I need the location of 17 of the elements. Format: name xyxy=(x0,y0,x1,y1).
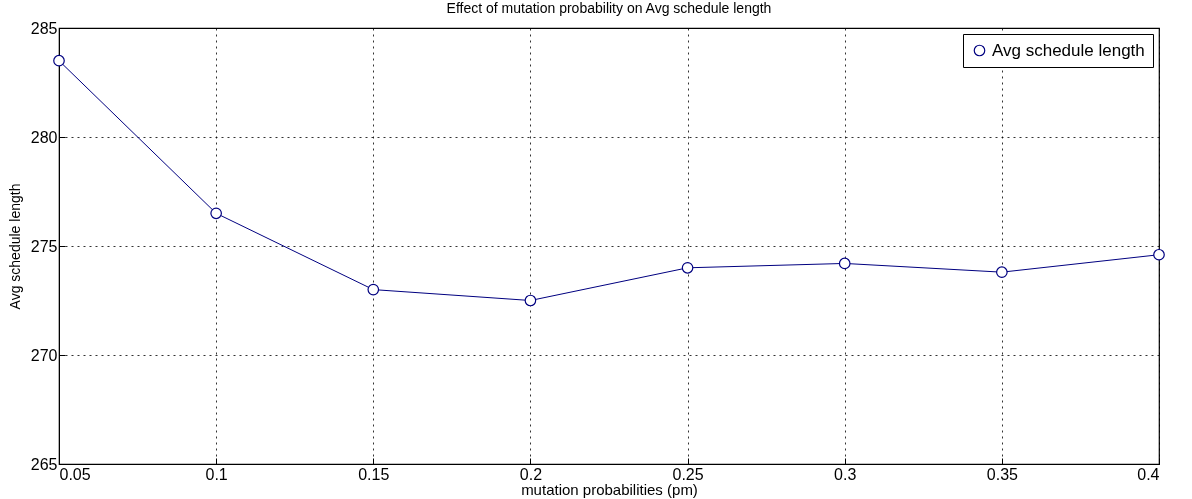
x-tick-label: 0.15 xyxy=(358,465,390,483)
chart-title: Effect of mutation probability on Avg schedule length xyxy=(446,0,772,16)
x-tick-label: 0.25 xyxy=(672,465,704,483)
y-tick-label: 280 xyxy=(30,128,58,146)
x-tick-label: 0.3 xyxy=(834,465,857,483)
legend-label: Avg schedule length xyxy=(992,40,1145,60)
y-tick-label: 285 xyxy=(30,19,58,37)
x-tick-label: 0.05 xyxy=(59,465,91,483)
y-tick-label: 275 xyxy=(30,237,58,255)
x-tick-label: 0.4 xyxy=(1137,465,1160,483)
x-axis-title: mutation probabilities (pm) xyxy=(521,480,698,498)
x-tick-label: 0.35 xyxy=(986,465,1019,483)
x-tick-label: 0.2 xyxy=(519,465,543,483)
y-tick-label: 270 xyxy=(30,346,58,364)
y-axis-title: Avg schedule length xyxy=(6,183,23,310)
y-tick-label: 265 xyxy=(30,455,58,473)
x-tick-label: 0.1 xyxy=(205,465,228,483)
